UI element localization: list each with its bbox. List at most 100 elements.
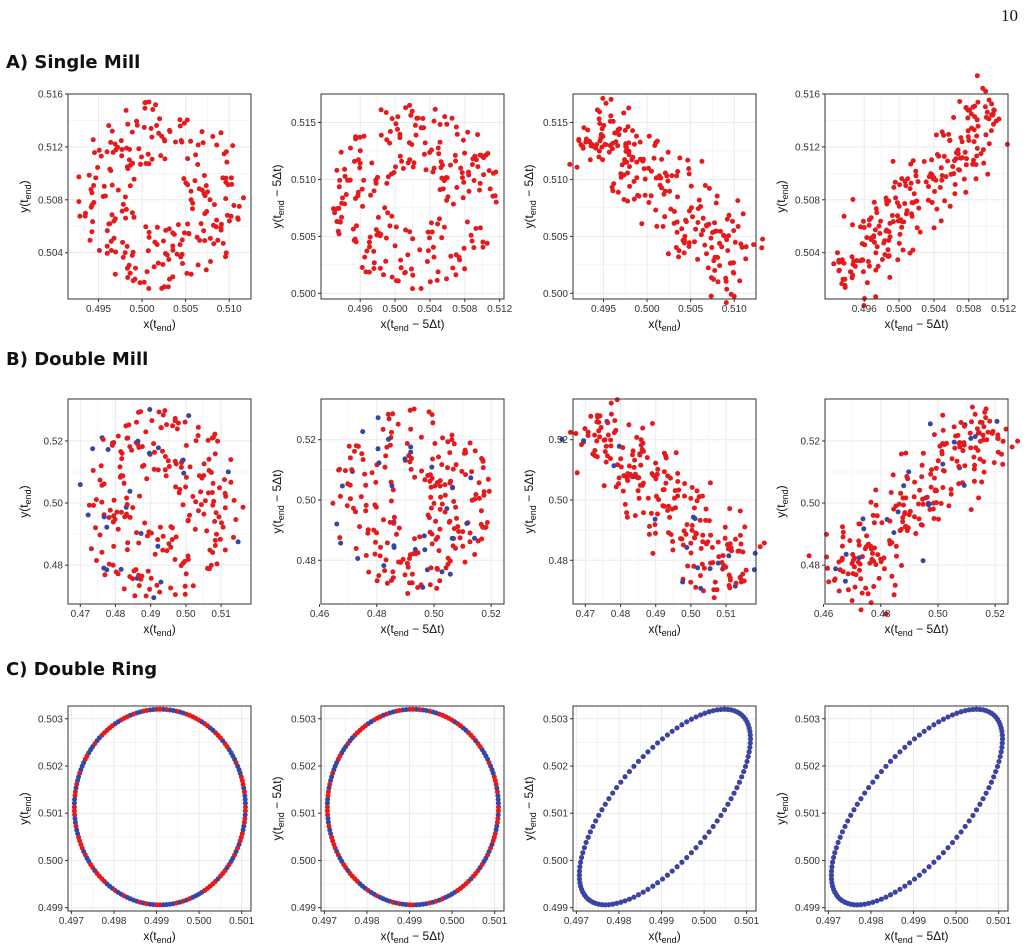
data-point-red [111,440,117,445]
data-point-blue [325,796,331,802]
data-point-red [981,424,987,430]
data-point-red [630,448,636,454]
data-point-red [444,121,450,127]
data-point-red [671,220,677,226]
data-point-red [646,200,652,205]
data-point-red [90,468,96,473]
data-point-red [126,157,132,163]
data-point-red [398,265,404,271]
data-point-red [674,173,680,179]
data-point-red [419,468,425,474]
data-point-red [223,254,228,260]
y-tick-label: 0.504 [795,248,820,259]
y-tick-label: 0.512 [38,142,63,153]
data-point-red [708,235,714,241]
data-point-blue [493,827,499,833]
data-point-red [679,226,685,232]
data-point-red [855,559,861,565]
data-point-red [971,127,977,133]
data-point-red [231,497,237,503]
data-point-red [409,108,415,114]
data-point-red [469,497,475,503]
data-point-red [728,545,734,551]
data-point-red [188,138,194,144]
data-point-red [139,573,145,579]
data-point-red [228,175,234,181]
data-point-red [136,583,142,589]
data-point-red [173,484,179,490]
data-point-red [106,561,112,567]
data-point-red [435,269,441,275]
data-point-red [220,240,226,246]
data-point-red [913,173,919,179]
data-point-red [709,245,715,250]
data-point-blue [375,415,381,421]
data-point-red [88,204,94,210]
data-point-blue [744,759,750,764]
data-point-blue [980,796,986,802]
data-point-red [975,430,981,436]
data-point-red [985,429,991,435]
data-point-red [453,158,459,164]
data-point-red [385,174,391,180]
data-point-red [157,116,163,122]
data-point-red [732,239,738,245]
x-tick-label: 0.498 [354,916,379,927]
data-point-red [913,198,919,204]
data-point-red [132,593,138,599]
data-point-red [594,142,600,148]
y-axis-label: y(tend − 5Δt) [522,776,538,840]
data-point-blue [997,754,1003,760]
data-point-red [327,781,333,787]
data-point-red [594,454,600,460]
data-point-red [355,193,361,199]
x-tick-label: 0.52 [985,609,1005,620]
data-point-red [173,139,178,145]
data-point-red [222,477,227,483]
data-point-red [708,275,714,281]
data-point-red [965,115,971,121]
data-point-blue [970,813,976,818]
y-axis-label: y(tend) [17,180,33,212]
data-point-red [688,540,694,546]
data-point-red [90,137,96,143]
data-point-red [461,245,467,251]
data-point-blue [146,450,152,456]
data-point-blue [660,876,665,882]
data-point-red [451,526,457,532]
data-point-blue [902,744,908,750]
data-point-red [682,233,688,239]
data-point-red [342,468,348,474]
data-point-blue [242,812,248,818]
data-point-red [115,144,120,150]
data-point-red [626,105,632,111]
data-point-blue [158,579,164,585]
data-point-red [655,466,661,472]
data-point-red [868,215,874,221]
data-point-red [661,469,667,475]
data-point-red [89,229,95,235]
data-point-red [914,225,920,231]
data-point-red [425,248,431,254]
data-point-red [115,526,121,532]
data-point-red [454,515,459,521]
data-point-red [960,448,966,454]
data-point-red [384,580,390,586]
data-point-red [127,183,133,189]
data-point-red [959,155,965,161]
data-point-red [968,111,974,117]
data-point-red [620,488,626,494]
data-point-red [405,564,411,570]
data-point-red [614,397,620,403]
data-point-red [452,152,458,158]
data-point-red [194,234,200,240]
data-point-red [698,204,704,209]
x-tick-label: 0.501 [482,916,507,927]
data-point-red [218,227,224,233]
data-point-red [849,275,855,281]
data-point-red [982,104,988,110]
data-point-blue [862,790,868,796]
data-point-red [606,149,612,155]
data-point-red [939,177,945,183]
data-point-red [325,812,331,818]
